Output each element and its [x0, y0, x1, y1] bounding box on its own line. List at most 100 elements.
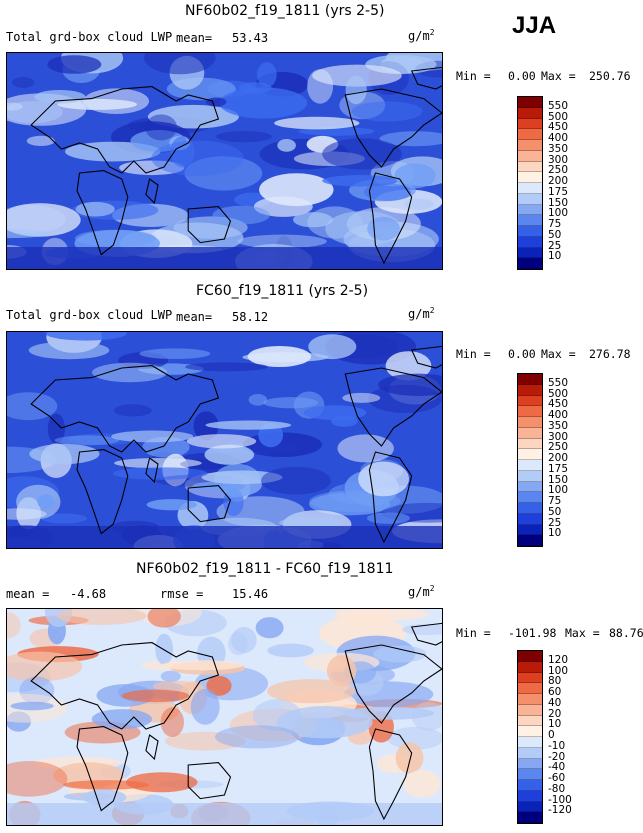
colorbar-swatch — [518, 535, 542, 546]
colorbar-tick-label: 50 — [548, 228, 562, 241]
colorbar-swatch — [518, 107, 542, 119]
coastlines — [30, 622, 442, 821]
panel1-map — [6, 52, 443, 270]
field-contour — [10, 701, 54, 711]
panel3-min-value: -101.98 — [508, 626, 557, 640]
field-contour — [147, 609, 181, 628]
antarctic-band — [7, 526, 442, 548]
coastline — [30, 86, 220, 174]
colorbar-tick-label: 100 — [548, 207, 569, 220]
field-contour — [54, 435, 120, 446]
colorbar-swatch — [518, 97, 542, 108]
panel3-units: g/m2 — [408, 584, 435, 599]
panel3-max-label: Max = — [565, 626, 600, 640]
colorbar-tick-label: 350 — [548, 142, 569, 155]
field-contour — [7, 761, 68, 797]
field-contour — [170, 136, 195, 168]
colorbar-tick-label: 25 — [548, 239, 562, 252]
colorbar-swatch — [518, 683, 542, 694]
field-contour — [7, 612, 21, 639]
colorbar-swatch — [518, 812, 542, 823]
colorbar-tick-label: -10 — [548, 739, 566, 752]
colorbar-tick-label: 80 — [548, 675, 562, 688]
panel2-units: g/m2 — [408, 306, 435, 321]
field-contour — [7, 228, 51, 239]
panel3-max-value: 88.76 — [609, 626, 643, 640]
colorbar-tick-label: -20 — [548, 750, 566, 763]
field-contour — [395, 742, 424, 774]
field-contour — [322, 175, 399, 187]
colorbar-swatch — [518, 258, 542, 269]
field-contour — [37, 494, 55, 510]
coastline — [344, 88, 442, 168]
field-contour — [45, 332, 127, 341]
colorbar-tick-label: 200 — [548, 175, 569, 187]
panel2-mean-label: mean= — [176, 310, 213, 324]
panel2-map — [6, 331, 443, 549]
field-contour — [351, 101, 423, 122]
panel1-max-label: Max = — [541, 69, 576, 83]
colorbar-swatch — [518, 513, 542, 525]
colorbar-tick-label: 10 — [548, 250, 562, 263]
field-contour — [267, 679, 356, 704]
field-contour — [29, 443, 100, 465]
season-label: JJA — [512, 12, 557, 39]
colorbar-tick-label: 450 — [548, 398, 569, 411]
field-contour — [312, 64, 402, 87]
panel3-rmse-label: rmse = — [160, 587, 204, 601]
panel3-rmse-value: 15.46 — [232, 587, 269, 601]
panel2-min-label: Min = — [456, 347, 491, 361]
field-contour — [247, 346, 312, 367]
field-contour — [214, 725, 300, 749]
field-contour — [91, 709, 152, 730]
colorbar-tick-label: 75 — [548, 495, 562, 507]
colorbar-swatch — [518, 651, 542, 662]
colorbar-tick-label: 550 — [548, 99, 569, 112]
field-contour — [403, 769, 441, 798]
field-contour — [379, 131, 442, 147]
colorbar-tick-label: 400 — [548, 132, 569, 144]
panel1-map-plot — [7, 53, 442, 269]
field-contour — [204, 444, 255, 465]
colorbar-tick-label: 10 — [548, 527, 562, 540]
field-contour — [261, 466, 331, 495]
panel3-colorbar — [517, 650, 543, 824]
colorbar-swatch — [518, 715, 542, 727]
coastline — [145, 178, 159, 205]
field-contour — [114, 458, 202, 469]
colorbar-tick-label: -100 — [548, 793, 572, 806]
panel3-mean-label: mean = — [6, 587, 50, 601]
field-contour — [7, 203, 81, 237]
panel3-title: NF60b02_f19_1811 - FC60_f19_1811 — [136, 561, 394, 577]
colorbar-tick-label: 250 — [548, 164, 569, 177]
colorbar-swatch — [518, 161, 542, 173]
field-contour — [7, 508, 47, 520]
colorbar-tick-label: 40 — [548, 696, 562, 709]
colorbar-swatch — [518, 726, 542, 737]
field-contour — [373, 645, 427, 663]
field-contour — [151, 140, 244, 176]
field-contour — [219, 87, 308, 119]
field-contour — [139, 348, 211, 359]
coastlines — [30, 345, 442, 544]
colorbar-swatch — [518, 758, 542, 770]
coastline — [76, 170, 129, 256]
field-contour — [82, 789, 127, 806]
colorbar-swatch — [518, 449, 542, 460]
colorbar-tick-label: 50 — [548, 505, 562, 518]
colorbar-swatch — [518, 384, 542, 396]
coastline — [410, 622, 442, 646]
field-contour — [113, 404, 152, 417]
colorbar-tick-label: 150 — [548, 196, 569, 209]
field-contour — [274, 116, 360, 130]
colorbar-tick-label: 450 — [548, 121, 569, 134]
field-contour — [337, 434, 394, 463]
antarctic-band — [7, 803, 442, 825]
colorbar-swatch — [518, 172, 542, 183]
coastline — [30, 642, 220, 730]
field-contour — [404, 198, 435, 210]
field-contour — [253, 196, 313, 217]
colorbar-swatch — [518, 395, 542, 407]
panel2-variable: Total grd-box cloud LWP — [6, 308, 173, 322]
coastline — [344, 367, 442, 447]
